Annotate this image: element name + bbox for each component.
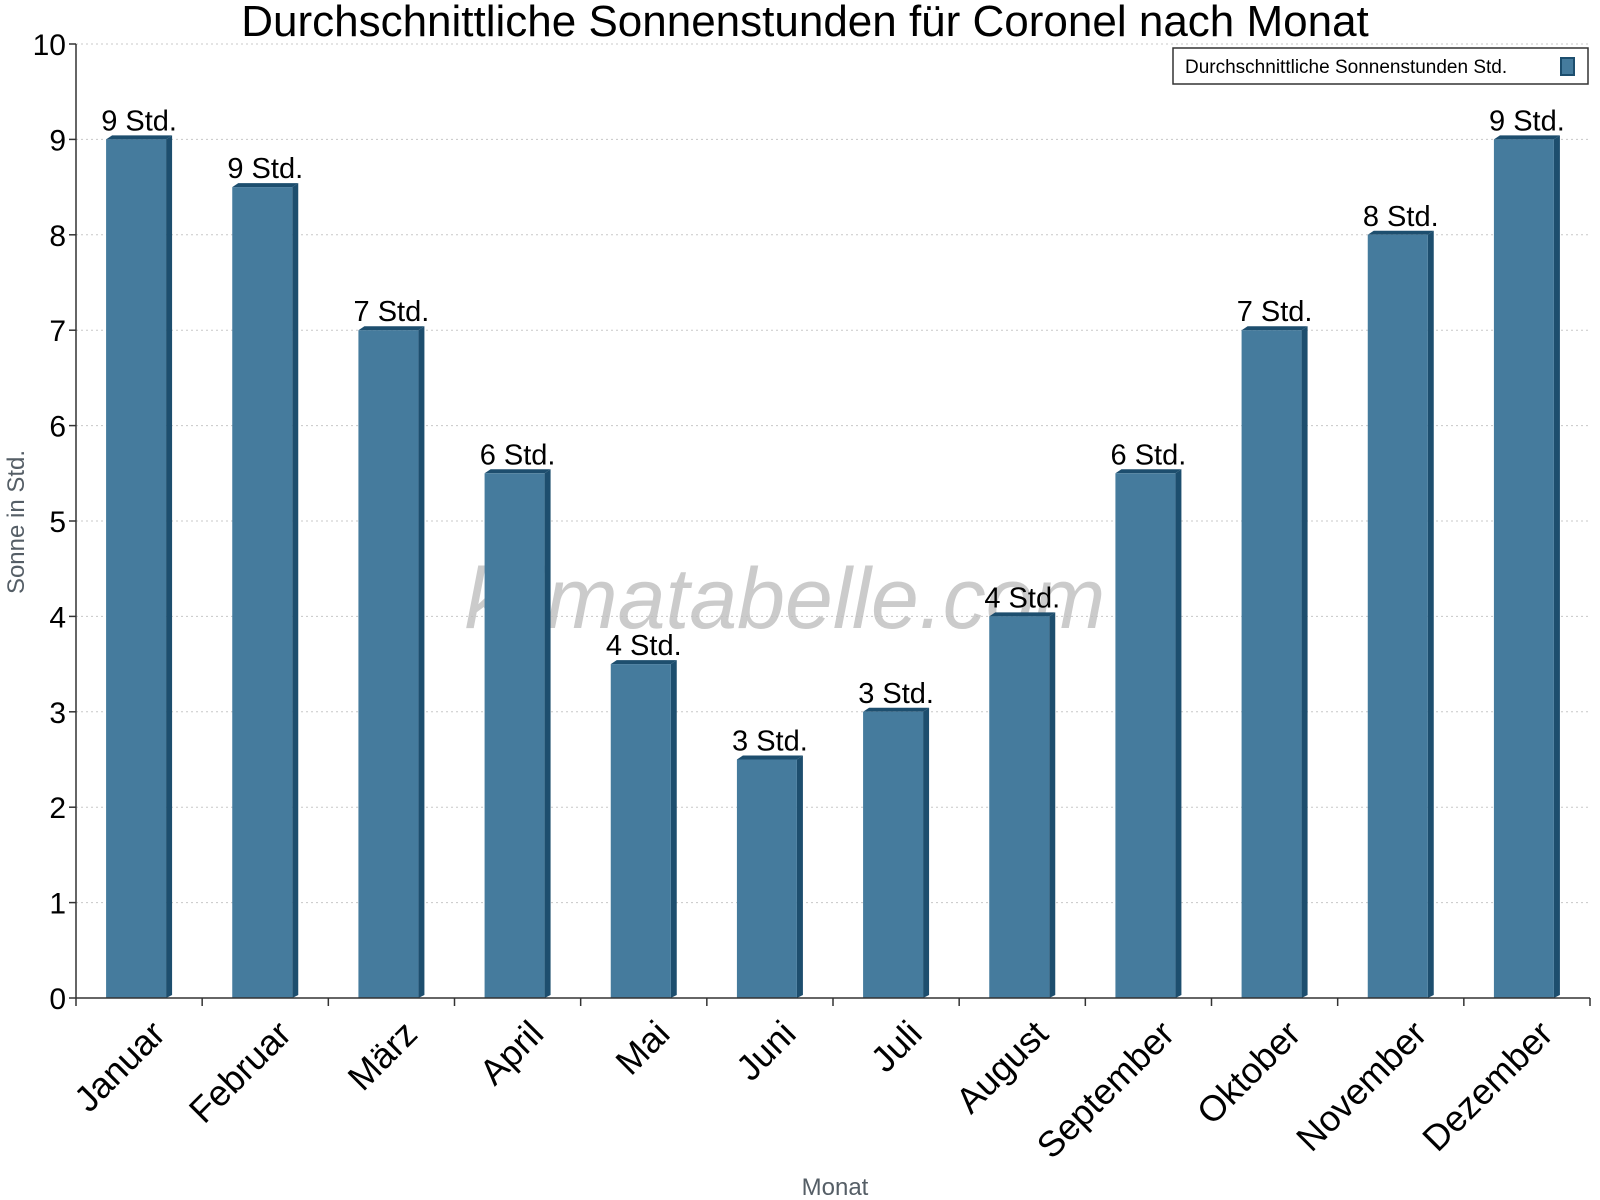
y-tick-label: 1 xyxy=(49,888,66,921)
bar-front xyxy=(610,664,671,998)
bar-side xyxy=(1049,612,1056,998)
legend-box xyxy=(1172,47,1589,85)
bar-side xyxy=(1427,230,1434,999)
bar xyxy=(736,755,803,998)
bar xyxy=(1367,230,1434,999)
bar xyxy=(989,612,1056,998)
bar-top xyxy=(863,707,930,712)
value-label: 9 Std. xyxy=(227,153,303,185)
y-tick-labels: 0 1 2 3 4 5 6 7 8 9 10 xyxy=(33,29,66,1016)
x-tick-label: Januar xyxy=(66,1013,173,1120)
legend: Durchschnittliche Sonnenstunden Std. xyxy=(1172,47,1589,85)
gridlines xyxy=(76,43,1590,904)
x-tick-label: Mai xyxy=(607,1013,677,1083)
bar xyxy=(1115,469,1182,998)
y-tick-label: 9 xyxy=(49,124,66,157)
bar-top xyxy=(1115,469,1182,474)
bar-top xyxy=(989,612,1056,617)
value-label: 7 Std. xyxy=(354,296,430,328)
bar xyxy=(610,660,677,998)
bar-top xyxy=(1493,135,1560,140)
value-label: 9 Std. xyxy=(1489,105,1565,137)
x-tick-label: März xyxy=(340,1013,426,1099)
bar-front xyxy=(358,330,419,998)
y-tick-label: 6 xyxy=(49,411,66,444)
legend-swatch xyxy=(1560,57,1575,76)
bar-front xyxy=(736,759,797,998)
bar-front xyxy=(989,616,1050,998)
bar-top xyxy=(1241,326,1308,331)
bar-side xyxy=(1553,135,1560,998)
bar-front xyxy=(1493,139,1554,998)
x-tick-label: November xyxy=(1288,1013,1434,1159)
bar-front xyxy=(863,711,924,998)
value-label: 8 Std. xyxy=(1363,201,1439,233)
bar-side xyxy=(544,469,551,998)
bar-side xyxy=(1301,326,1308,998)
bar-front xyxy=(484,473,545,998)
y-tick-label: 5 xyxy=(49,506,66,539)
x-tick-label: Dezember xyxy=(1414,1013,1560,1159)
value-labels: 9 Std. 9 Std. 7 Std. 6 Std. 4 Std. 3 Std. 3 St… xyxy=(101,105,1565,757)
value-label: 4 Std. xyxy=(984,582,1060,614)
bar-front xyxy=(1241,330,1302,998)
x-tick-label: Juli xyxy=(863,1013,930,1080)
bar-side xyxy=(418,326,425,998)
x-tick-label: Juni xyxy=(728,1013,804,1089)
chart-title: Durchschnittliche Sonnenstunden für Coro… xyxy=(241,0,1369,46)
y-tick-label: 3 xyxy=(49,697,66,730)
bar-front xyxy=(1115,473,1176,998)
x-tick-label: Februar xyxy=(181,1013,299,1131)
axes xyxy=(69,43,1591,1006)
value-label: 6 Std. xyxy=(480,439,556,471)
bar-side xyxy=(292,183,299,999)
value-label: 6 Std. xyxy=(1111,439,1187,471)
bars xyxy=(106,135,1560,999)
bar-front xyxy=(106,139,167,998)
y-tick-label: 4 xyxy=(49,601,66,634)
bar xyxy=(106,135,173,998)
bar-top xyxy=(232,183,299,188)
y-axis-title: Sonne in Std. xyxy=(3,450,30,594)
bar xyxy=(232,183,299,999)
value-label: 4 Std. xyxy=(606,630,682,662)
bar-side xyxy=(1175,469,1182,998)
legend-label: Durchschnittliche Sonnenstunden Std. xyxy=(1185,57,1507,78)
y-tick-label: 7 xyxy=(49,315,66,348)
bar-top xyxy=(610,660,677,665)
bar-side xyxy=(796,755,803,998)
value-label: 7 Std. xyxy=(1237,296,1313,328)
x-tick-labels: Januar Februar März April Mai Juni Juli AugustS… xyxy=(66,1013,1561,1167)
bar-front xyxy=(1367,234,1428,999)
x-tick-label: September xyxy=(1029,1013,1183,1167)
x-tick-label: August xyxy=(948,1013,1056,1121)
bar-top xyxy=(1367,230,1434,235)
bar-front xyxy=(232,187,293,999)
bar-top xyxy=(484,469,551,474)
value-label: 3 Std. xyxy=(732,726,808,758)
bar-side xyxy=(923,707,930,998)
bar xyxy=(1241,326,1308,998)
bar xyxy=(484,469,551,998)
y-tick-label: 10 xyxy=(33,29,66,62)
bar-top xyxy=(358,326,425,331)
bar-top xyxy=(736,755,803,760)
bar xyxy=(1493,135,1560,998)
x-tick-label: April xyxy=(471,1013,551,1093)
value-label: 3 Std. xyxy=(858,678,934,710)
bar xyxy=(358,326,425,998)
value-label: 9 Std. xyxy=(101,105,177,137)
x-axis-title: Monat xyxy=(802,1174,869,1200)
bar-side xyxy=(670,660,677,998)
y-tick-label: 8 xyxy=(49,220,66,253)
bar xyxy=(863,707,930,998)
bar-top xyxy=(106,135,173,140)
bar-side xyxy=(166,135,173,998)
y-tick-label: 2 xyxy=(49,792,66,825)
y-tick-label: 0 xyxy=(49,983,66,1016)
x-tick-label: Oktober xyxy=(1189,1013,1309,1133)
